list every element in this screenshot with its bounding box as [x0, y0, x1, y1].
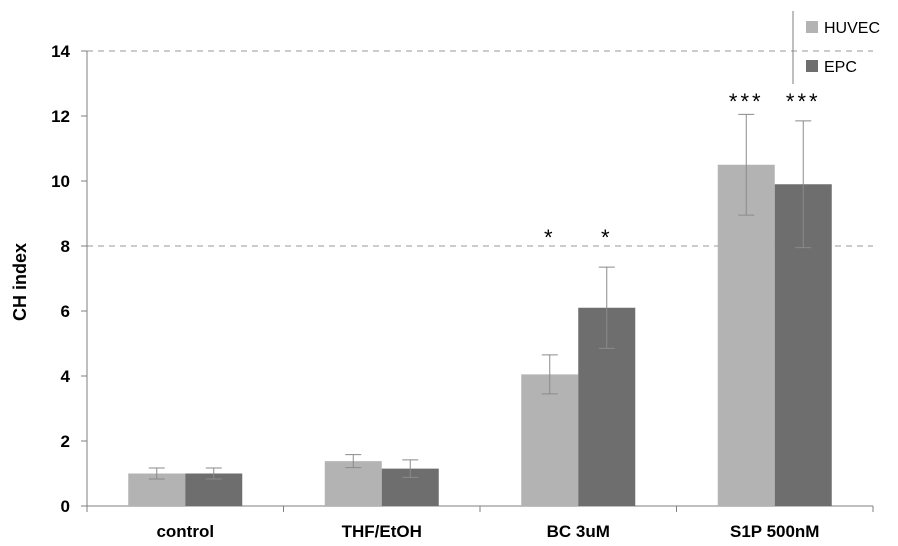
y-tick-label: 14	[51, 42, 70, 61]
error-bars	[148, 113, 812, 480]
bar-huvec	[521, 374, 579, 506]
legend: HUVEC EPC	[792, 11, 880, 84]
significance-star: *	[544, 225, 556, 250]
significance-markers: ********	[544, 89, 821, 250]
significance-star: ***	[729, 89, 764, 114]
bar-huvec	[324, 461, 382, 506]
y-tick-label: 0	[61, 497, 70, 516]
y-tick-labels: 0 2 4 6 8 10 12 14	[51, 42, 70, 516]
legend-label-epc: EPC	[824, 59, 857, 76]
y-tick-label: 8	[61, 237, 70, 256]
y-axis-label: CH index	[10, 243, 30, 321]
bars	[128, 164, 832, 506]
y-tick-label: 4	[61, 367, 71, 386]
x-tick-label: control	[156, 522, 214, 541]
y-tick-label: 12	[51, 107, 70, 126]
x-tick-label: S1P 500nM	[730, 522, 819, 541]
y-tick-label: 6	[61, 302, 70, 321]
significance-star: *	[601, 225, 613, 250]
significance-star: ***	[786, 89, 821, 114]
legend-swatch-huvec	[806, 21, 818, 33]
y-tick-label: 2	[61, 432, 70, 451]
legend-label-huvec: HUVEC	[824, 20, 880, 37]
legend-swatch-epc	[806, 60, 818, 72]
x-tick-label: THF/EtOH	[342, 522, 422, 541]
x-tick-label: BC 3uM	[547, 522, 610, 541]
bar-huvec	[717, 164, 775, 506]
y-tick-label: 10	[51, 172, 70, 191]
x-tick-labels: control THF/EtOH BC 3uM S1P 500nM	[156, 522, 819, 541]
